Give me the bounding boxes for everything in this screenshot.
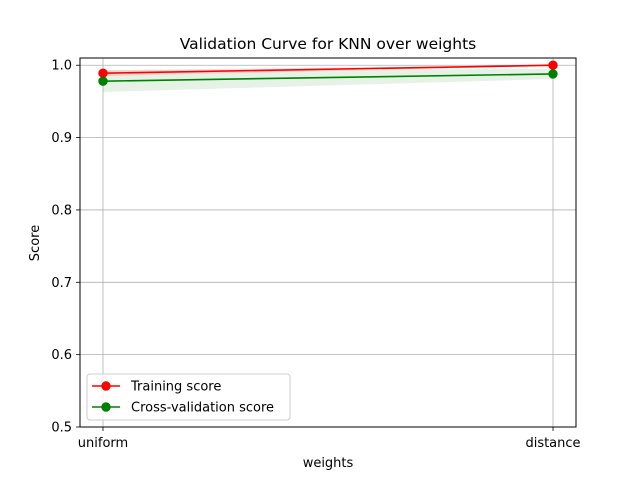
series-point-1 — [548, 69, 558, 79]
y-axis-label: Score — [28, 225, 43, 261]
grid — [80, 58, 576, 428]
y-axis-ticks: 0.5 0.6 0.7 0.8 0.9 1.0 — [51, 59, 80, 436]
series-point-1 — [98, 76, 108, 86]
x-axis-ticks: uniform distance — [78, 427, 581, 451]
series-line-1 — [102, 73, 554, 82]
legend-box — [86, 373, 291, 421]
x-axis-label: weights — [303, 456, 354, 471]
series-markers — [98, 60, 558, 86]
series-point-0 — [548, 60, 558, 70]
y-tick-label: 0.9 — [51, 131, 72, 146]
y-tick-label: 0.5 — [51, 421, 72, 436]
series-line-0 — [102, 64, 554, 74]
y-tick-label: 0.6 — [51, 348, 72, 363]
legend-marker-1 — [101, 402, 111, 412]
x-tick-label: distance — [525, 436, 580, 451]
series-point-0 — [98, 68, 108, 78]
plot-frame — [79, 57, 577, 428]
y-tick-label: 0.8 — [51, 203, 72, 218]
y-tick-label: 1.0 — [51, 59, 72, 74]
series-lines — [102, 64, 554, 82]
chart-title: Validation Curve for KNN over weights — [180, 35, 476, 53]
legend-label-0: Training score — [130, 380, 221, 395]
legend-marker-0 — [101, 381, 111, 391]
legend: Training score Cross-validation score — [86, 373, 291, 421]
series-band-1 — [103, 68, 553, 93]
y-tick-label: 0.7 — [51, 276, 72, 291]
x-tick-label: uniform — [78, 436, 128, 451]
legend-label-1: Cross-validation score — [131, 401, 274, 416]
